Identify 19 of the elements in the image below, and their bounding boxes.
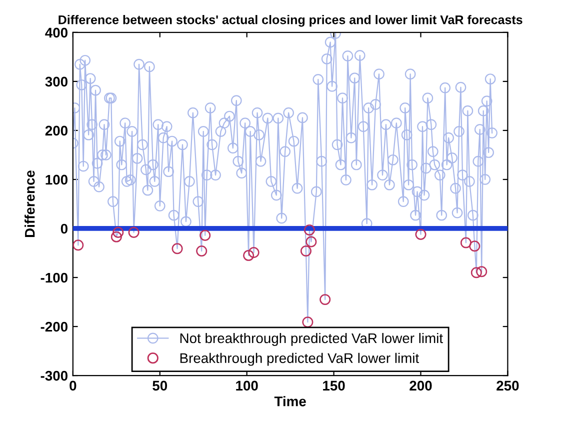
y-tick-label: 300 <box>45 76 68 87</box>
x-tick-label: 50 <box>152 380 168 391</box>
legend-label: Breakthrough predicted VaR lower limit <box>180 352 420 366</box>
x-tick-label: 150 <box>323 380 345 391</box>
chart-title: Difference between stocks' actual closing prices and lower limit VaR forecasts <box>58 15 522 27</box>
legend-label: Not breakthrough predicted VaR lower limit <box>180 332 443 346</box>
x-axis-title: Time <box>274 396 306 406</box>
y-tick-label: -100 <box>40 272 68 283</box>
y-axis-title: Difference <box>24 170 35 238</box>
y-tick-label: -300 <box>40 370 68 381</box>
y-tick-label: 0 <box>60 224 68 234</box>
y-tick-label: 200 <box>45 126 68 136</box>
x-tick-label: 0 <box>70 380 76 391</box>
y-tick-label: 100 <box>46 174 68 185</box>
y-tick-label: 400 <box>45 28 68 38</box>
y-tick-label: -200 <box>40 322 68 332</box>
x-tick-label: 200 <box>410 380 432 391</box>
x-tick-label: 100 <box>236 380 258 391</box>
x-tick-label: 250 <box>496 380 519 391</box>
